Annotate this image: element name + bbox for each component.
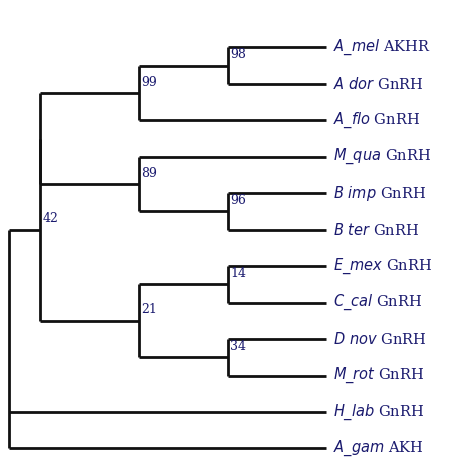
Text: 99: 99 bbox=[141, 75, 156, 89]
Text: $\mathit{M\_rot}$ GnRH: $\mathit{M\_rot}$ GnRH bbox=[333, 366, 425, 385]
Text: $\mathit{A\ dor}$ GnRH: $\mathit{A\ dor}$ GnRH bbox=[333, 76, 424, 92]
Text: $\mathit{D\ nov}$ GnRH: $\mathit{D\ nov}$ GnRH bbox=[333, 331, 427, 347]
Text: $\mathit{H\_lab}$ GnRH: $\mathit{H\_lab}$ GnRH bbox=[333, 402, 425, 422]
Text: $\mathit{A\_flo}$ GnRH: $\mathit{A\_flo}$ GnRH bbox=[333, 110, 420, 130]
Text: 34: 34 bbox=[230, 340, 246, 353]
Text: 98: 98 bbox=[230, 48, 246, 61]
Text: 96: 96 bbox=[230, 194, 246, 207]
Text: 21: 21 bbox=[141, 303, 157, 317]
Text: $\mathit{B\ ter}$ GnRH: $\mathit{B\ ter}$ GnRH bbox=[333, 222, 419, 237]
Text: 89: 89 bbox=[141, 167, 157, 180]
Text: 42: 42 bbox=[43, 212, 58, 225]
Text: 14: 14 bbox=[230, 267, 246, 280]
Text: $\mathit{A\_gam}$ AKH: $\mathit{A\_gam}$ AKH bbox=[333, 439, 424, 458]
Text: $\mathit{C\_cal}$ GnRH: $\mathit{C\_cal}$ GnRH bbox=[333, 293, 422, 312]
Text: $\mathit{E\_mex}$ GnRH: $\mathit{E\_mex}$ GnRH bbox=[333, 256, 432, 276]
Text: $\mathit{B\ imp}$ GnRH: $\mathit{B\ imp}$ GnRH bbox=[333, 184, 426, 203]
Text: $\mathit{M\_qua}$ GnRH: $\mathit{M\_qua}$ GnRH bbox=[333, 147, 431, 166]
Text: $\mathit{A\_mel}$ AKHR: $\mathit{A\_mel}$ AKHR bbox=[333, 38, 431, 57]
